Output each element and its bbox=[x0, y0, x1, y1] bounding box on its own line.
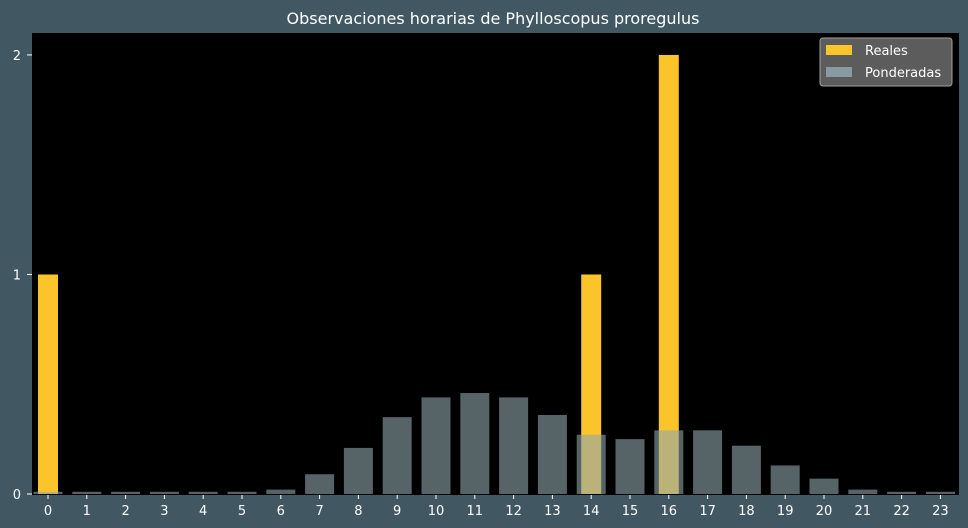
bar-ponderadas-7 bbox=[305, 474, 335, 494]
x-tick-label-19: 19 bbox=[777, 504, 794, 519]
bar-ponderadas-21 bbox=[848, 489, 878, 494]
bar-ponderadas-18 bbox=[731, 445, 761, 494]
x-axis: 0 1 2 3 4 5 6 7 8 9 10 11 12 13 14 15 16 17 18 19 20 21 22 23 bbox=[44, 495, 949, 519]
x-tick-label-17: 17 bbox=[699, 504, 716, 519]
x-tick-label-2: 2 bbox=[121, 504, 129, 519]
bar-ponderadas-23 bbox=[925, 491, 955, 494]
bar-ponderadas-15 bbox=[615, 439, 645, 494]
bar-ponderadas-4 bbox=[188, 491, 218, 494]
bar-ponderadas-19 bbox=[770, 465, 800, 494]
chart-title: Observaciones horarias de Phylloscopus p… bbox=[287, 9, 700, 28]
x-tick-label-9: 9 bbox=[393, 504, 401, 519]
x-tick-label-14: 14 bbox=[583, 504, 600, 519]
y-tick-label-0: 0 bbox=[13, 488, 21, 503]
x-tick-label-7: 7 bbox=[315, 504, 323, 519]
bar-reales-0 bbox=[38, 274, 58, 494]
bar-ponderadas-1 bbox=[72, 491, 102, 494]
bar-ponderadas-8 bbox=[343, 447, 373, 494]
bar-ponderadas-12 bbox=[499, 397, 529, 494]
bar-reales-16 bbox=[658, 54, 679, 494]
x-tick-label-10: 10 bbox=[428, 504, 445, 519]
bar-ponderadas-9 bbox=[382, 417, 412, 494]
x-tick-label-21: 21 bbox=[855, 504, 872, 519]
legend-box bbox=[819, 37, 953, 87]
y-tick-label-1: 1 bbox=[13, 268, 21, 283]
x-tick-label-20: 20 bbox=[816, 504, 833, 519]
bar-ponderadas-3 bbox=[149, 491, 179, 494]
bar-ponderadas-2 bbox=[111, 491, 141, 494]
legend-swatch-reales bbox=[826, 45, 852, 55]
x-tick-label-23: 23 bbox=[932, 504, 949, 519]
legend-swatch-ponderadas bbox=[826, 67, 852, 77]
legend-label-reales: Reales bbox=[865, 44, 908, 59]
bar-ponderadas-14 bbox=[576, 434, 606, 494]
x-tick-label-16: 16 bbox=[661, 504, 678, 519]
x-tick-label-8: 8 bbox=[354, 504, 362, 519]
plot-area bbox=[32, 33, 959, 495]
x-tick-label-3: 3 bbox=[160, 504, 168, 519]
x-tick-label-18: 18 bbox=[738, 504, 755, 519]
bar-ponderadas-5 bbox=[227, 491, 257, 494]
bar-ponderadas-0 bbox=[33, 491, 63, 494]
bar-ponderadas-16 bbox=[654, 430, 684, 494]
y-axis: 0 1 2 bbox=[13, 49, 32, 503]
bar-ponderadas-20 bbox=[809, 478, 839, 494]
x-tick-label-11: 11 bbox=[467, 504, 484, 519]
bar-ponderadas-22 bbox=[887, 491, 917, 494]
bar-ponderadas-6 bbox=[266, 489, 296, 494]
y-tick-label-2: 2 bbox=[13, 49, 21, 64]
x-tick-label-5: 5 bbox=[238, 504, 246, 519]
x-tick-label-13: 13 bbox=[544, 504, 561, 519]
series-ponderadas bbox=[33, 393, 955, 494]
x-tick-label-15: 15 bbox=[622, 504, 639, 519]
x-tick-label-4: 4 bbox=[199, 504, 207, 519]
x-tick-label-22: 22 bbox=[893, 504, 910, 519]
x-tick-label-0: 0 bbox=[44, 504, 52, 519]
bar-ponderadas-11 bbox=[460, 393, 490, 494]
bar-ponderadas-17 bbox=[693, 430, 723, 494]
bar-ponderadas-13 bbox=[537, 414, 567, 494]
x-tick-label-12: 12 bbox=[505, 504, 522, 519]
legend-label-ponderadas: Ponderadas bbox=[865, 66, 941, 81]
legend: Reales Ponderadas bbox=[819, 37, 953, 87]
x-tick-label-1: 1 bbox=[83, 504, 91, 519]
bar-ponderadas-10 bbox=[421, 397, 451, 494]
x-tick-label-6: 6 bbox=[277, 504, 285, 519]
